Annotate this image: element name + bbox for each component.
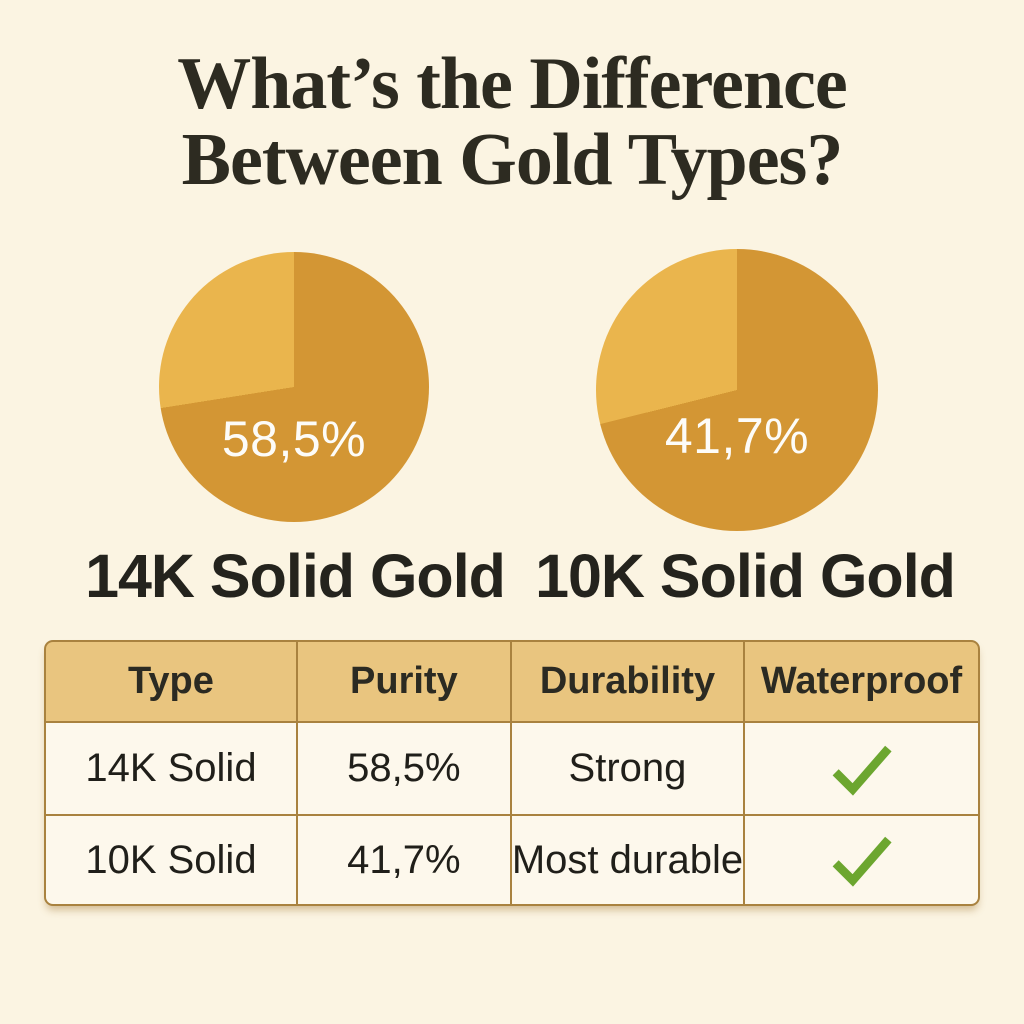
cell-type-14k: 14K Solid — [46, 723, 296, 814]
cell-durability-10k: Most durable — [511, 816, 744, 904]
checkmark-icon — [832, 836, 892, 887]
header-cell-purity: Purity — [297, 642, 510, 721]
checkmark-icon — [832, 745, 892, 796]
pie-caption-10k: 10K Solid Gold — [535, 542, 956, 610]
cell-waterproof-10k — [745, 816, 978, 904]
cell-purity-14k: 58,5% — [297, 723, 510, 814]
pie-percent-label-10k: 41,7% — [664, 408, 810, 464]
header-cell-type: Type — [46, 642, 296, 721]
comparison-table: Type Purity Durability Waterproof 14K So… — [44, 640, 980, 906]
pie-chart-10k: 41,7% — [596, 249, 878, 531]
cell-purity-10k: 41,7% — [297, 816, 510, 904]
page-title-line-2: Between Gold Types? — [181, 119, 844, 201]
cell-durability-14k: Strong — [511, 723, 744, 814]
header-cell-waterproof: Waterproof — [745, 642, 978, 721]
pie-percent-label-14k: 58,5% — [221, 411, 367, 467]
header-cell-durability: Durability — [511, 642, 744, 721]
pie-caption-14k: 14K Solid Gold — [85, 542, 506, 610]
page-title-line-1: What’s the Difference — [177, 43, 847, 125]
cell-waterproof-14k — [745, 723, 978, 814]
page-title: What’s the Difference Between Gold Types… — [0, 46, 1024, 198]
pie-chart-14k: 58,5% — [159, 252, 429, 522]
cell-type-10k: 10K Solid — [46, 816, 296, 904]
